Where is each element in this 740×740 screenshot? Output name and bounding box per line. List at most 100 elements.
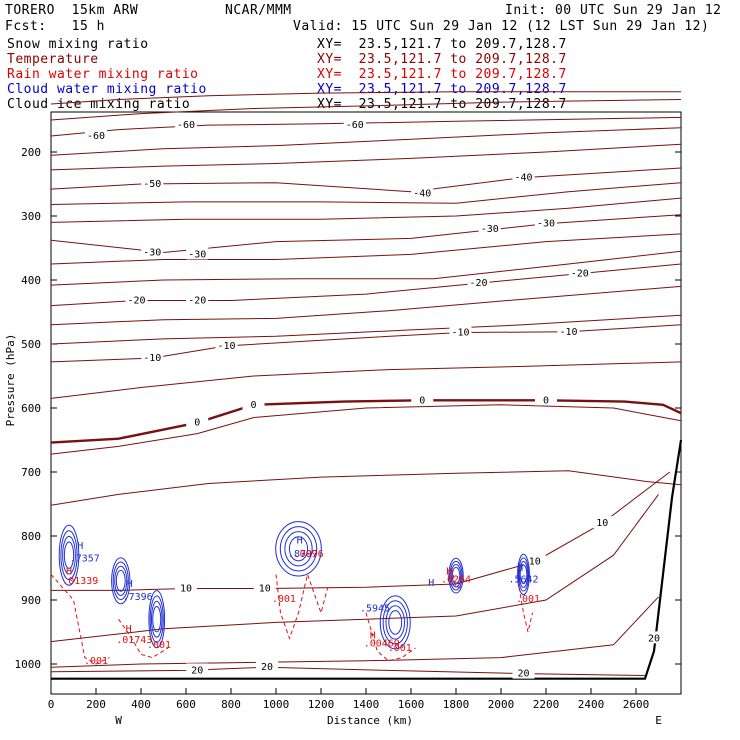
cloud-water-label: H (77, 541, 83, 552)
y-tick-label: 200 (21, 146, 41, 159)
isotherm-label-bg (467, 276, 490, 289)
cloud-water-contour (115, 569, 126, 592)
isotherm-label-bg (411, 186, 434, 199)
rain-contour (275, 572, 329, 640)
cloud-water-label: .7357 (70, 554, 100, 565)
cloud-water-label: H (428, 578, 434, 589)
isotherm-line (50, 250, 682, 286)
cloud-water-contour (284, 531, 313, 567)
y-tick-label: 800 (21, 530, 41, 543)
isotherm-label-bg (85, 129, 107, 141)
org-title: NCAR/MMM (225, 3, 292, 18)
isotherm-label-bg (557, 324, 580, 337)
isotherm-label-bg (535, 216, 557, 229)
isotherm-label: -30 (188, 249, 206, 260)
y-tick-label: 900 (21, 594, 41, 607)
isotherm-label-bg (256, 660, 278, 673)
cloud-water-contour (149, 595, 164, 643)
isotherm-label: -10 (217, 341, 235, 352)
west-label: W (115, 714, 122, 727)
isotherm-label-bg (141, 351, 164, 364)
cloud-water-contour (114, 565, 128, 596)
isotherm-line (50, 285, 682, 326)
isotherm-label: -30 (143, 247, 161, 258)
x-tick-label: 400 (131, 698, 151, 711)
east-label: E (655, 714, 662, 727)
isotherm-label: 10 (180, 583, 192, 594)
cloud-water-contour (60, 530, 78, 581)
cloud-water-contour (148, 590, 166, 649)
isotherm-line (50, 182, 682, 205)
rain-label: .0264 (441, 575, 471, 586)
isotherm-label-bg (411, 393, 434, 406)
legend-cloud-ice-label: Cloud ice mixing ratio (7, 97, 191, 112)
isotherm-line (50, 99, 682, 121)
isotherm-label-bg (125, 293, 148, 306)
rain-contour (118, 618, 169, 659)
cloud-water-label: .7396 (123, 592, 153, 603)
rain-label: .001 (147, 640, 171, 651)
isotherm-label: 0 (250, 400, 256, 411)
x-axis-label: Distance (km) (327, 714, 413, 727)
isotherm-label-bg (186, 415, 209, 428)
isotherm-line (50, 91, 681, 105)
x-tick-label: 2400 (578, 698, 605, 711)
model-title: TORERO 15km ARW (5, 3, 139, 18)
isotherm-label-bg (643, 631, 665, 644)
isotherm-label-bg (215, 338, 238, 351)
legend-snow-label: Snow mixing ratio (7, 37, 149, 52)
rain-label: .001 (272, 594, 296, 605)
x-tick-label: 2000 (488, 698, 515, 711)
isotherm-label: -60 (346, 120, 364, 131)
isotherm-line (50, 116, 682, 137)
isotherm-label-bg (449, 325, 472, 338)
isotherm-label: -10 (559, 327, 577, 338)
isotherm-20-line (50, 666, 646, 676)
x-tick-label: 1400 (353, 698, 380, 711)
x-tick-label: 1200 (308, 698, 335, 711)
isotherm-label-bg (175, 118, 197, 131)
rain-label: .001 (516, 594, 540, 605)
isotherm-label-bg (186, 247, 209, 260)
cloud-water-label: .5642 (508, 575, 538, 586)
isotherm-label-bg (186, 663, 209, 676)
isotherm-label-bg (253, 581, 276, 594)
isotherm-line (50, 361, 682, 399)
cloud-water-label: H (127, 579, 133, 590)
isotherm-label: 0 (194, 418, 200, 429)
cloud-water-contour (451, 567, 461, 585)
isotherm-label-bg (568, 266, 591, 279)
isotherm-label-bg (175, 581, 197, 594)
cloud-water-contour (279, 526, 318, 572)
isotherm-label-bg (141, 177, 164, 189)
isotherm-label-bg (343, 118, 366, 131)
isotherm-label: 20 (191, 665, 203, 676)
cloud-water-contour (385, 605, 406, 640)
cloud-water-contour (517, 553, 530, 596)
cloud-water-contour (63, 541, 75, 569)
isotherm-line (50, 494, 659, 643)
x-tick-label: 1600 (398, 698, 425, 711)
isotherm-label: -20 (469, 278, 487, 289)
isotherm-label: -30 (537, 219, 555, 230)
cloud-water-contour (450, 563, 462, 588)
isotherm-label: -40 (514, 173, 532, 184)
rain-label: .001 (388, 643, 412, 654)
x-tick-label: 800 (221, 698, 241, 711)
cloud-water-contour (379, 595, 411, 650)
isotherm-label: -20 (188, 295, 206, 306)
x-tick-label: 200 (86, 698, 106, 711)
rain-label: .01339 (62, 576, 98, 587)
y-axis-label: Pressure (hPa) (4, 334, 17, 427)
cloud-water-contour (449, 560, 463, 591)
rain-label: .001 (84, 656, 108, 667)
rain-label: .0096 (294, 549, 324, 560)
rain-contour (518, 587, 533, 633)
cloud-water-contour (111, 557, 131, 605)
isotherm-line (50, 167, 682, 193)
cloud-water-contour (388, 610, 403, 635)
isotherm-label: 0 (419, 395, 425, 406)
isotherm-label-bg (512, 170, 535, 183)
isotherm-line (50, 596, 659, 668)
